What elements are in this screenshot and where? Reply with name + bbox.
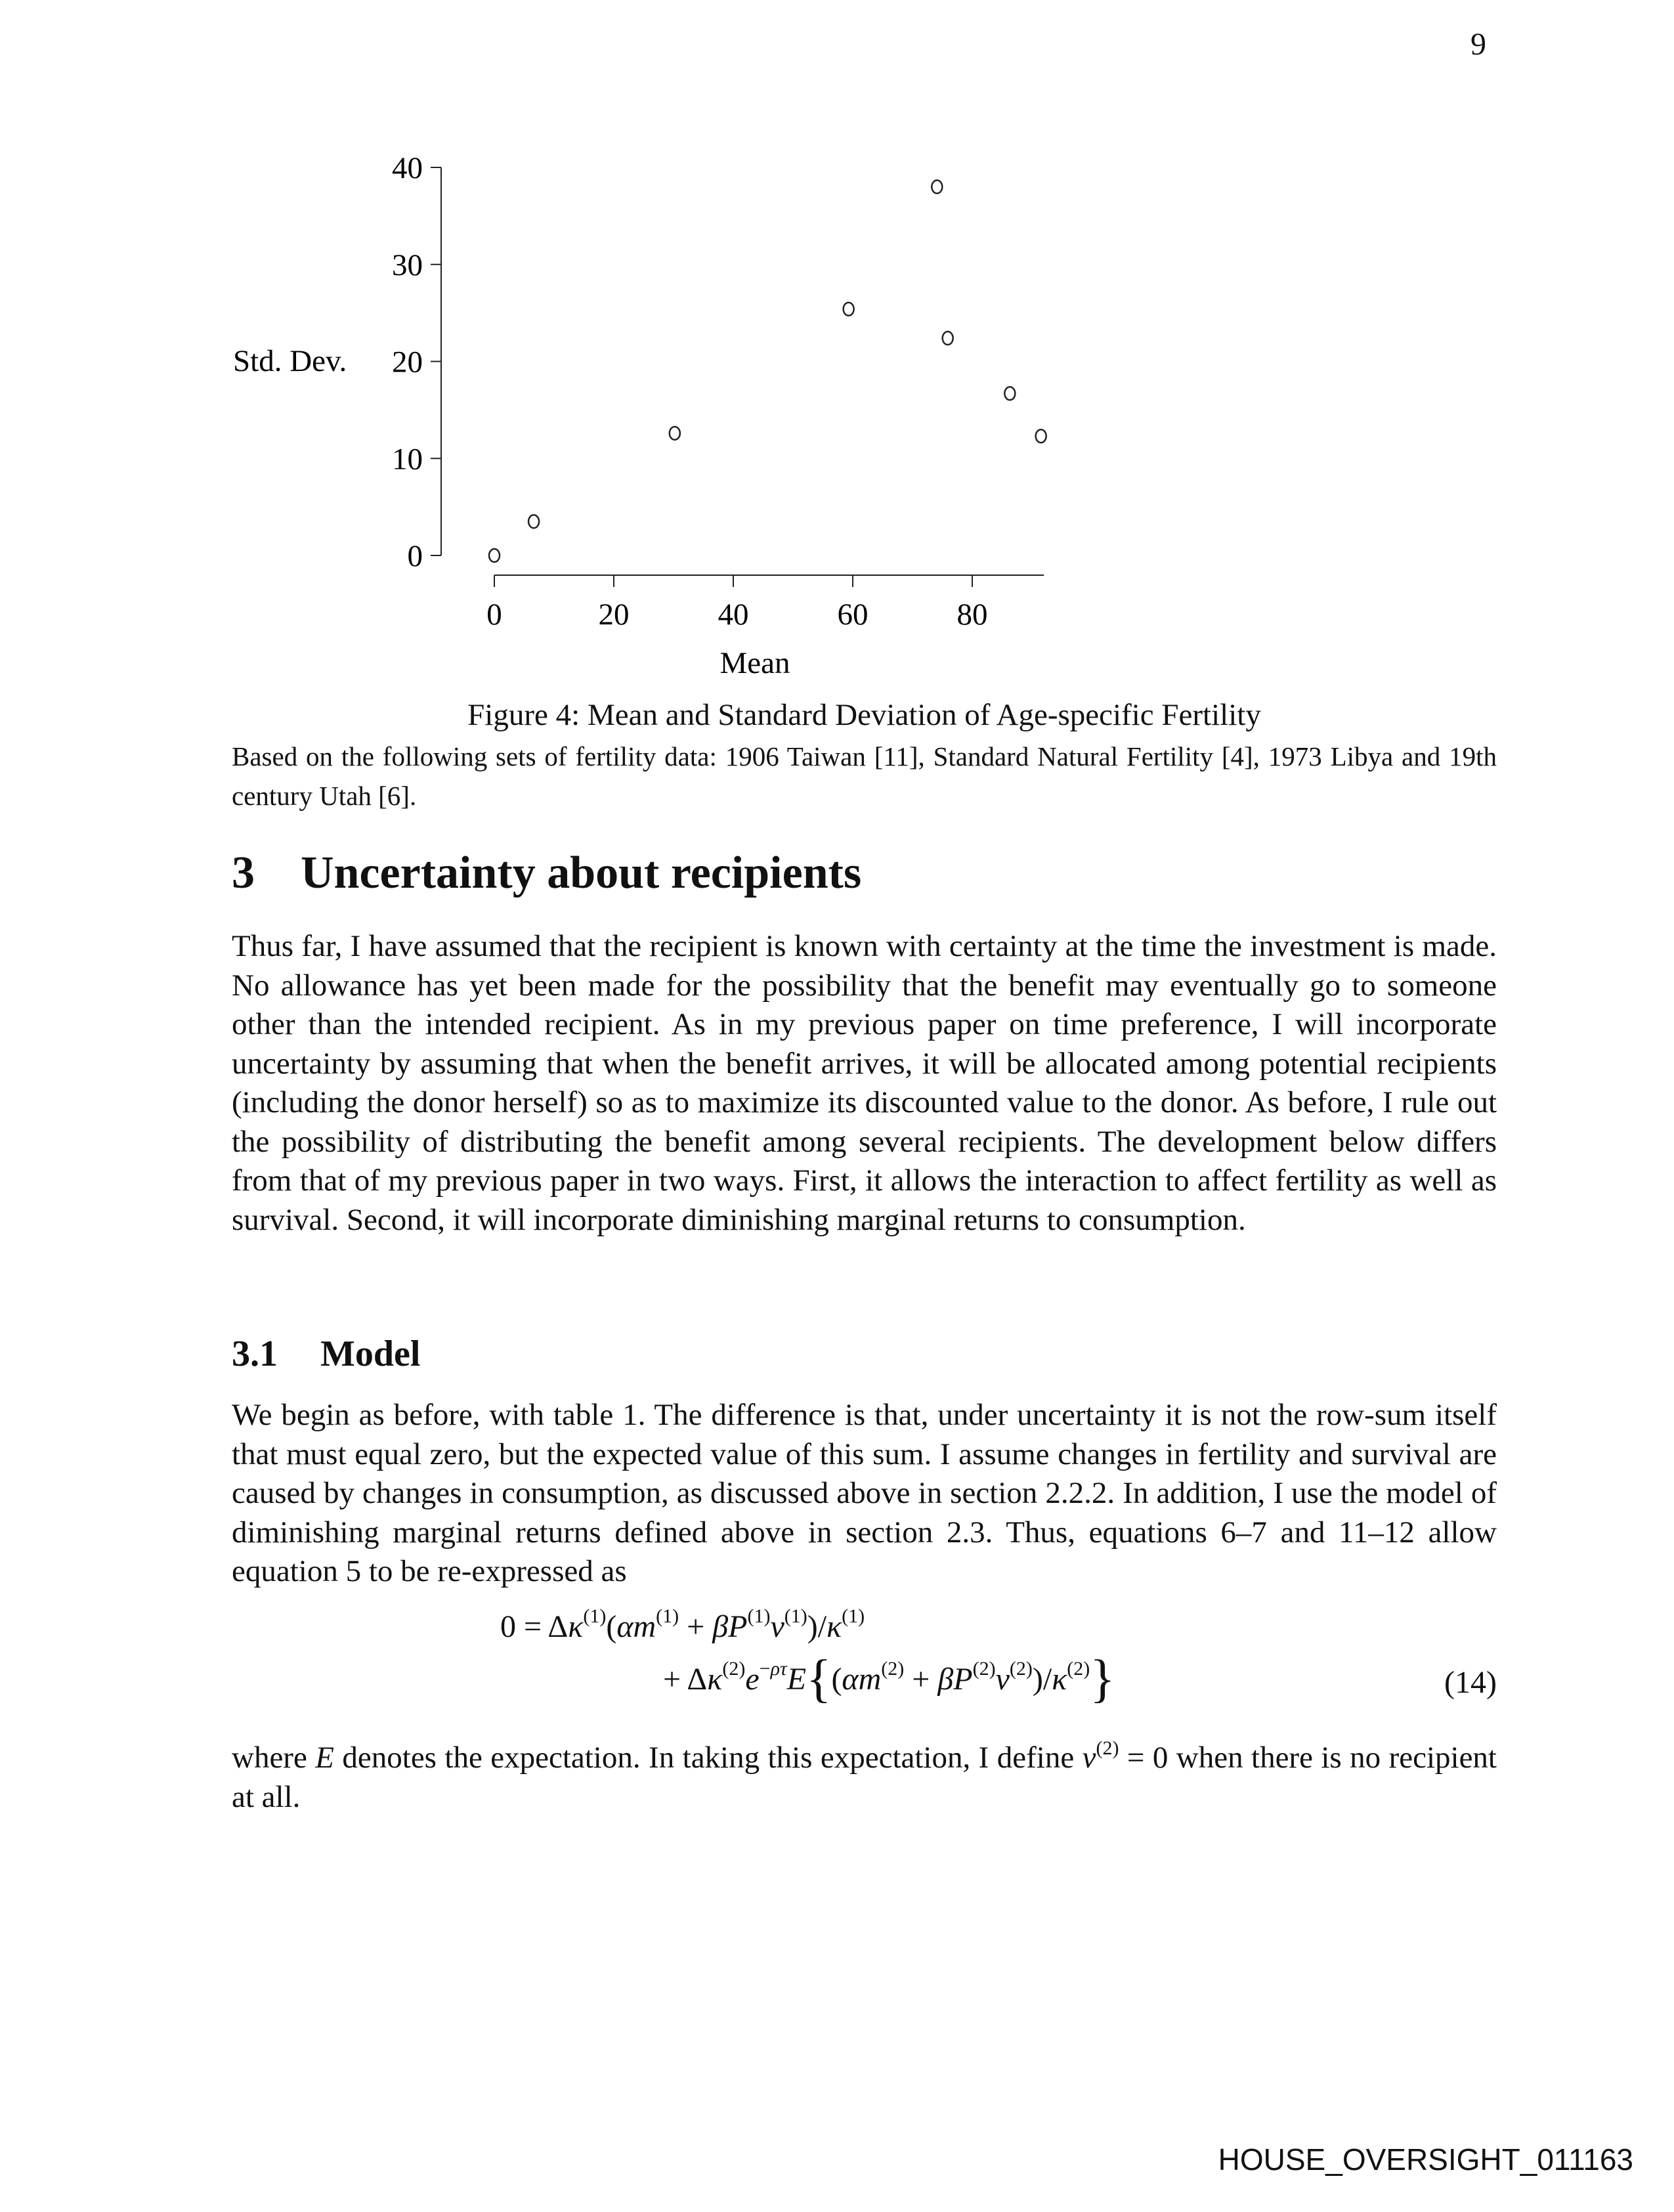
scatter-chart: 0 10 20 30 40 0 20 40 60 80 Std. Dev. Mean	[233, 151, 1047, 680]
equation-line-1: 0 = Δκ(1)(αm(1) + βP(1)v(1))/κ(1)	[500, 1605, 865, 1645]
paragraph-1: Thus far, I have assumed that the recipi…	[232, 929, 1497, 1237]
data-point	[931, 179, 943, 194]
document-id-footer: HOUSE_OVERSIGHT_011163	[1218, 2142, 1633, 2177]
page-number: 9	[1470, 27, 1486, 62]
x-tick-label: 60	[838, 597, 869, 632]
paragraph-2: We begin as before, with table 1. The di…	[232, 1398, 1497, 1588]
y-tick-label: 0	[408, 539, 423, 573]
subsection-heading: 3.1 Model	[232, 1334, 421, 1374]
x-axis: 0 20 40 60 80	[486, 575, 1044, 632]
y-tick-label: 30	[392, 248, 423, 282]
x-tick-label: 40	[718, 597, 749, 632]
data-point	[668, 425, 681, 441]
x-tick-label: 20	[599, 597, 630, 632]
equation-number: (14)	[1444, 1665, 1497, 1700]
figure-caption: Figure 4: Mean and Standard Deviation of…	[467, 698, 1261, 732]
data-point	[488, 548, 501, 563]
figure-note: Based on the following sets of fertility…	[232, 741, 1497, 811]
y-axis: 0 10 20 30 40	[392, 151, 442, 573]
paragraph-3: where E denotes the expectation. In taki…	[232, 1737, 1497, 1814]
x-axis-label: Mean	[719, 646, 790, 680]
x-tick-label: 80	[957, 597, 988, 632]
section-heading: 3 Uncertainty about recipients	[232, 848, 862, 898]
data-points	[488, 179, 1047, 563]
data-point	[842, 301, 855, 316]
y-tick-label: 10	[392, 442, 423, 476]
x-tick-label: 0	[486, 597, 502, 632]
y-tick-label: 40	[392, 151, 423, 185]
equation-line-2: + Δκ(2)e−ρτE{(αm(2) + βP(2)v(2))/κ(2)}	[663, 1650, 1115, 1708]
data-point	[941, 330, 954, 346]
data-point	[1035, 429, 1047, 444]
data-point	[1004, 386, 1016, 401]
y-axis-label: Std. Dev.	[233, 344, 347, 378]
y-tick-label: 20	[392, 345, 423, 380]
data-point	[527, 514, 540, 529]
